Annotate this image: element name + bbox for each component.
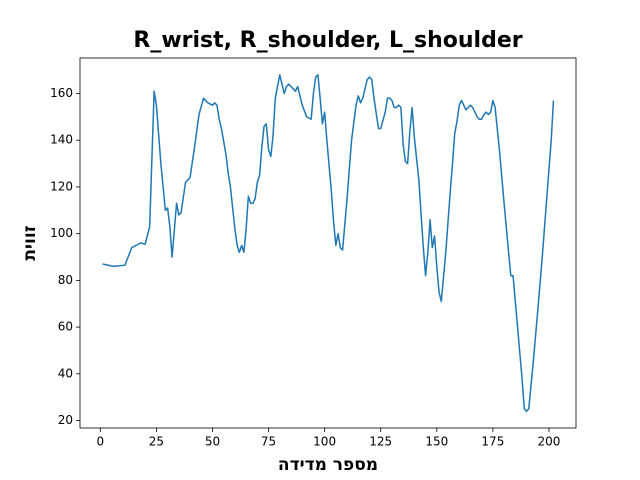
x-tick-label: 75 bbox=[261, 435, 276, 449]
x-tick-label: 150 bbox=[425, 435, 448, 449]
y-tick-label: 160 bbox=[50, 86, 73, 100]
y-tick-label: 140 bbox=[50, 133, 73, 147]
x-tick-label: 0 bbox=[96, 435, 104, 449]
x-tick-label: 50 bbox=[205, 435, 220, 449]
y-tick-label: 60 bbox=[58, 320, 73, 334]
x-axis-label: מספר מדידה bbox=[278, 455, 378, 475]
chart-title: R_wrist, R_shoulder, L_shoulder bbox=[133, 28, 522, 53]
x-tick-label: 125 bbox=[369, 435, 392, 449]
y-tick-label: 100 bbox=[50, 226, 73, 240]
y-tick-label: 120 bbox=[50, 179, 73, 193]
y-axis-label: זווית bbox=[20, 225, 40, 260]
x-tick-label: 25 bbox=[149, 435, 164, 449]
plot-frame bbox=[79, 57, 577, 429]
data-line bbox=[102, 74, 555, 412]
x-tick-label: 200 bbox=[538, 435, 561, 449]
y-tick-label: 20 bbox=[58, 413, 73, 427]
y-tick-label: 40 bbox=[58, 366, 73, 380]
x-tick-label: 175 bbox=[481, 435, 504, 449]
x-tick-label: 100 bbox=[313, 435, 336, 449]
y-tick-label: 80 bbox=[58, 273, 73, 287]
